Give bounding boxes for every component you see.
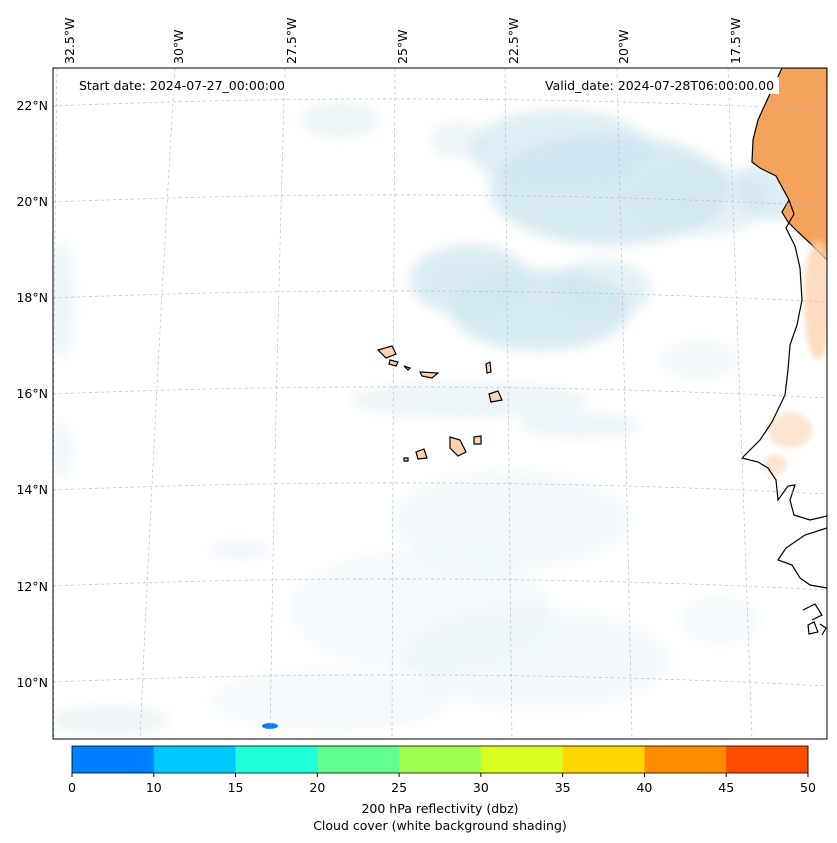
lat-label-18n: 18°N xyxy=(16,290,48,305)
cloud-cover xyxy=(53,102,805,734)
start-date-label: Start date: 2024-07-27_00:00:00 xyxy=(74,77,290,94)
colorbar-title: 200 hPa reflectivity (dbz) xyxy=(361,801,519,816)
lat-label-12n: 12°N xyxy=(16,579,48,594)
land-africa-north xyxy=(751,68,827,261)
map-frame xyxy=(52,67,828,740)
colorbar-segment xyxy=(480,746,564,773)
lon-label-20w: 20°W xyxy=(616,29,631,64)
colorbar-tick-label: 25 xyxy=(391,780,408,795)
colorbar-segment xyxy=(644,746,727,773)
coastline-west-africa xyxy=(740,199,827,521)
lon-label-30w: 30°W xyxy=(171,29,186,64)
colorbar-segment xyxy=(235,746,318,773)
colorbar-tick-label: 0 xyxy=(68,780,76,795)
colorbar-tick-label: 30 xyxy=(472,780,489,795)
colorbar xyxy=(71,746,809,777)
cape-verde-islands xyxy=(376,345,503,462)
coastline-guinea xyxy=(777,527,827,636)
colorbar-tick-label: 35 xyxy=(554,780,571,795)
colorbar-segment xyxy=(399,746,482,773)
colorbar-tick-label: 10 xyxy=(145,780,162,795)
lon-label-27-5w: 27.5°W xyxy=(284,17,299,64)
lat-label-14n: 14°N xyxy=(16,482,48,497)
lon-label-17-5w: 17.5°W xyxy=(728,17,743,64)
lat-label-10n: 10°N xyxy=(16,675,48,690)
colorbar-tick-label: 40 xyxy=(636,780,653,795)
lat-label-20n: 20°N xyxy=(16,194,48,209)
colorbar-segment xyxy=(317,746,400,773)
lat-label-16n: 16°N xyxy=(16,386,48,401)
colorbar-tick-label: 50 xyxy=(800,780,816,795)
colorbar-segment xyxy=(726,746,809,773)
colorbar-segment xyxy=(153,746,237,773)
colorbar-tick-label: 15 xyxy=(227,780,244,795)
colorbar-subtitle: Cloud cover (white background shading) xyxy=(313,818,567,833)
colorbar-segment xyxy=(72,746,155,773)
graticule xyxy=(53,68,827,739)
colorbar-tick-label: 20 xyxy=(309,780,326,795)
land-haze xyxy=(763,240,827,475)
colorbar-segment xyxy=(562,746,645,773)
lat-label-22n: 22°N xyxy=(16,98,48,113)
reflectivity-cell xyxy=(262,723,278,729)
lon-label-25w: 25°W xyxy=(395,29,410,64)
lon-label-32-5w: 32.5°W xyxy=(62,17,77,64)
lon-label-22-5w: 22.5°W xyxy=(506,17,521,64)
colorbar-tick-label: 45 xyxy=(718,780,735,795)
colorbar-frame xyxy=(71,745,809,774)
valid-date-label: Valid_date: 2024-07-28T06:00:00.00 xyxy=(540,77,780,94)
